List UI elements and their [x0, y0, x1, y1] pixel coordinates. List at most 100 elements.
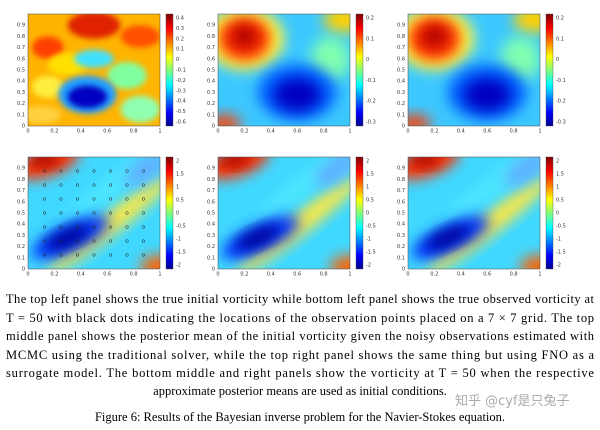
colorbar-tick-label: -0.6: [176, 120, 186, 126]
x-tick-label: 0.2: [240, 129, 248, 135]
colorbar-tick-label: 2: [556, 159, 559, 165]
y-tick-label: 0.5: [207, 68, 215, 74]
colorbar-tick-label: -0.5: [366, 224, 376, 230]
x-tick-label: 0.8: [510, 272, 518, 278]
observation-point: [125, 211, 129, 215]
observation-point: [59, 211, 63, 215]
field-blob: [107, 62, 147, 90]
x-tick-label: 0.8: [510, 129, 518, 135]
colorbar: [545, 13, 554, 127]
observation-point: [108, 239, 113, 243]
x-tick-label: 0.8: [130, 129, 138, 135]
observation-point: [42, 253, 47, 257]
y-tick-label: 0.2: [207, 244, 215, 250]
x-tick-label: 0.2: [50, 272, 58, 278]
colorbar-tick-label: 0.1: [176, 47, 184, 53]
y-tick-label: 0: [22, 124, 25, 130]
observation-point: [59, 169, 63, 173]
colorbar-tick-label: 0.3: [176, 26, 184, 32]
colorbar-tick-label: 0.1: [366, 36, 374, 42]
x-tick-label: 0.8: [320, 129, 328, 135]
y-tick-label: 0.4: [17, 222, 25, 228]
colorbar-tick-label: -0.5: [176, 109, 186, 115]
field-blob: [330, 255, 350, 269]
y-tick-label: 0.1: [17, 255, 25, 261]
y-tick-label: 0.8: [207, 177, 215, 183]
field-blob: [463, 77, 511, 112]
colorbar-tick-label: -0.2: [556, 99, 566, 105]
colorbar-tick-label: -1: [176, 237, 181, 243]
colorbar-tick-label: 0.4: [176, 16, 184, 22]
x-tick-label: 0: [406, 272, 409, 278]
y-tick-label: 0.4: [397, 79, 405, 85]
colorbar-tick-label: -0.3: [556, 120, 566, 126]
observation-point: [42, 211, 47, 215]
observation-point: [59, 183, 63, 187]
heatmap: [408, 14, 540, 126]
y-tick-label: 0.1: [207, 255, 215, 261]
x-tick-label: 0.4: [267, 129, 275, 135]
colorbar-tick-label: 0.5: [366, 198, 374, 204]
observation-point: [125, 169, 129, 173]
field-blob: [314, 157, 350, 187]
y-tick-label: 0.3: [397, 90, 405, 96]
colorbar-tick-label: 0.2: [366, 16, 374, 22]
field-blob: [120, 25, 160, 48]
field-blob: [237, 174, 350, 269]
observation-point: [75, 169, 80, 173]
colorbar-tick-label: 1.5: [366, 172, 374, 178]
observation-point: [42, 169, 47, 173]
colorbar-tick-label: 1: [366, 185, 369, 191]
heatmap: [28, 157, 160, 269]
field-blob: [67, 85, 108, 109]
y-tick-label: 0.6: [397, 199, 405, 205]
colorbar-tick-label: -0.2: [176, 78, 186, 84]
y-tick-label: 0.8: [207, 34, 215, 40]
observation-point: [75, 211, 80, 215]
colorbar-tick-label: -0.1: [176, 68, 186, 74]
y-tick-label: 0.8: [397, 34, 405, 40]
axes-frame: [27, 156, 161, 270]
y-tick-label: 0.8: [17, 177, 25, 183]
y-tick-label: 0.6: [17, 199, 25, 205]
colorbar: [355, 13, 364, 127]
y-tick-label: 0.7: [207, 188, 215, 194]
observation-point: [92, 239, 96, 243]
y-tick-label: 0.7: [17, 188, 25, 194]
field-blob: [408, 157, 440, 166]
field-blob: [140, 255, 160, 269]
x-tick-label: 0.6: [293, 129, 301, 135]
field-blob: [235, 225, 280, 250]
observation-point: [141, 211, 146, 215]
observation-point: [75, 183, 80, 187]
x-tick-label: 0: [26, 272, 29, 278]
y-tick-label: 0.2: [17, 101, 25, 107]
colorbar-tick-label: 0: [176, 57, 179, 63]
heatmap: [408, 157, 540, 269]
observation-point: [59, 253, 63, 257]
field-blob: [124, 157, 160, 187]
x-tick-label: 0.6: [483, 272, 491, 278]
field-blob: [67, 14, 121, 39]
heatmap: [218, 14, 350, 126]
colorbar-tick-label: 1.5: [556, 172, 564, 178]
caption-line: approximate posterior means are used as …: [153, 384, 447, 398]
x-tick-label: 0.4: [267, 272, 275, 278]
observation-point: [141, 197, 146, 201]
y-tick-label: 0.9: [397, 166, 405, 172]
colorbar-tick-label: -0.3: [366, 120, 376, 126]
x-tick-label: 0.4: [457, 272, 465, 278]
x-tick-label: 0: [216, 272, 219, 278]
colorbar-tick-label: 0: [556, 57, 559, 63]
observation-point: [92, 253, 96, 257]
field-blob: [427, 174, 540, 269]
field-blob: [31, 36, 64, 59]
y-tick-label: 0.6: [207, 56, 215, 62]
colorbar-tick-label: -1.5: [176, 250, 186, 256]
heatmap: [218, 157, 350, 269]
y-tick-label: 0.6: [17, 56, 25, 62]
x-tick-label: 0.8: [320, 272, 328, 278]
colorbar-tick-label: 0.2: [556, 16, 564, 22]
y-tick-label: 0: [212, 267, 215, 273]
